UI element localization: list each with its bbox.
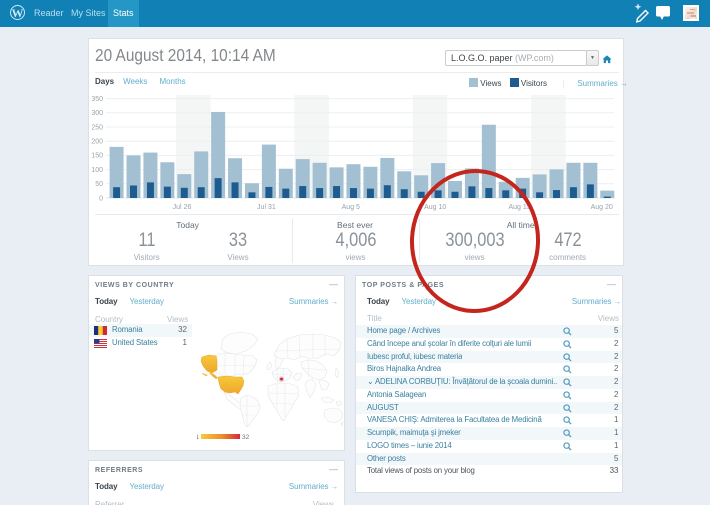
svg-text:Jul 31: Jul 31 [257, 204, 276, 211]
svg-text:300: 300 [91, 110, 103, 117]
svg-text:50: 50 [95, 181, 103, 188]
svg-text:100: 100 [91, 167, 103, 174]
svg-text:250: 250 [91, 124, 103, 131]
svg-text:Aug 5: Aug 5 [342, 204, 360, 211]
svg-text:Aug 10: Aug 10 [424, 204, 446, 211]
svg-text:32: 32 [242, 434, 250, 441]
svg-text:Aug 20: Aug 20 [591, 204, 613, 211]
svg-text:350: 350 [91, 96, 103, 103]
svg-text:Aug 15: Aug 15 [509, 204, 531, 211]
svg-text:0: 0 [99, 195, 103, 202]
svg-text:Jul 26: Jul 26 [173, 204, 192, 211]
svg-text:1: 1 [197, 434, 199, 441]
svg-text:150: 150 [91, 153, 103, 160]
svg-text:200: 200 [91, 139, 103, 146]
